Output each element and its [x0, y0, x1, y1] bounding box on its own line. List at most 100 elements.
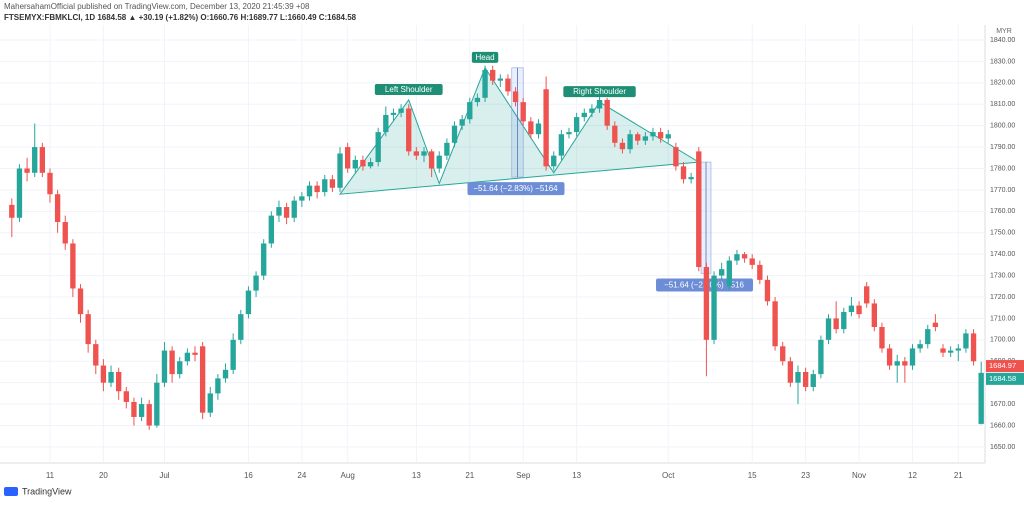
candle-body [352, 159, 358, 169]
y-tick-label: 1740.00 [990, 251, 1015, 258]
candle-body [505, 78, 511, 92]
candle-body [612, 125, 618, 143]
candle-body [589, 108, 595, 113]
candle-body [375, 132, 381, 163]
x-tick-label: 13 [412, 471, 421, 480]
candle-body [177, 361, 183, 375]
candle-body [543, 89, 549, 167]
candle-body [93, 344, 99, 366]
candle-body [291, 200, 297, 218]
candle-body [688, 177, 694, 180]
y-tick-label: 1670.00 [990, 401, 1015, 408]
candle-body [604, 99, 610, 126]
candle-body [70, 243, 76, 289]
y-tick-label: 1770.00 [990, 187, 1015, 194]
candle-body [680, 166, 687, 180]
candle-body [871, 303, 877, 327]
candle-body [9, 204, 15, 218]
candle-body [573, 117, 580, 133]
candle-body [749, 258, 755, 265]
candle-body [329, 179, 336, 188]
candle-body [894, 361, 900, 366]
candle-body [696, 151, 702, 268]
candle-body [642, 136, 649, 141]
candle-body [16, 168, 23, 218]
candle-body [54, 194, 61, 223]
candle-body [215, 378, 221, 394]
pattern-label-bg [471, 51, 499, 63]
y-tick-label: 1780.00 [990, 165, 1015, 172]
candle-body [551, 155, 557, 167]
y-tick-label: 1710.00 [990, 315, 1015, 322]
candle-body [474, 97, 481, 103]
candle-body [268, 215, 275, 244]
candle-body [841, 312, 847, 330]
candle-body [383, 114, 389, 133]
candle-body [718, 269, 725, 276]
candle-body [230, 339, 236, 370]
candle-body [520, 102, 526, 122]
candle-body [802, 371, 809, 387]
candle-body [490, 69, 496, 81]
pattern-label-bg [374, 83, 443, 95]
candle-body [47, 172, 53, 195]
candle-body [978, 372, 984, 424]
price-label: 1684.58 [989, 374, 1016, 383]
candle-body [512, 91, 519, 103]
candle-body [62, 222, 68, 244]
candle-body [131, 401, 137, 417]
candle-body [879, 326, 885, 349]
candle-body [253, 275, 259, 291]
candle-body [932, 322, 939, 327]
candle-body [108, 371, 114, 383]
candle-body [406, 108, 412, 152]
candle-body [925, 329, 931, 345]
publisher: MahersahamOfficial published on TradingV… [4, 2, 310, 11]
candle-body [100, 365, 107, 383]
candle-body [390, 112, 397, 115]
candle-body [24, 168, 30, 173]
x-tick-label: 16 [244, 471, 253, 480]
candle-body [856, 305, 862, 315]
candle-body [955, 348, 961, 351]
candle-body [619, 142, 626, 150]
candle-body [764, 279, 771, 302]
candle-body [238, 314, 244, 340]
candle-body [772, 301, 778, 347]
y-tick-label: 1830.00 [990, 58, 1015, 65]
y-tick-label: 1820.00 [990, 80, 1015, 87]
candle-body [917, 344, 923, 349]
candle-body [596, 99, 603, 109]
candle-body [581, 112, 587, 118]
candle-body [39, 147, 46, 173]
candle-body [627, 134, 633, 150]
x-tick-label: 20 [99, 471, 108, 480]
candle-body [459, 119, 465, 126]
candle-body [780, 346, 786, 362]
candle-body [650, 132, 656, 137]
x-tick-label: Nov [852, 471, 866, 480]
candle-body [795, 371, 801, 383]
measure-label: −51.64 (−2.83%) −5164 [473, 184, 558, 193]
candle-body [726, 260, 732, 287]
x-tick-label: 23 [801, 471, 810, 480]
candle-body [528, 121, 534, 135]
candle-body [283, 207, 290, 218]
pattern-label: Right Shoulder [573, 87, 626, 96]
y-tick-label: 1700.00 [990, 337, 1015, 344]
y-tick-label: 1720.00 [990, 294, 1015, 301]
candle-body [734, 254, 740, 261]
footer-brand: TradingView [22, 486, 72, 496]
x-tick-label: 21 [465, 471, 474, 480]
pattern-label-bg [563, 86, 636, 98]
candle-body [245, 290, 252, 315]
candle-body [146, 404, 152, 426]
candle-body [207, 393, 213, 413]
candle-body [154, 382, 160, 426]
candle-body [169, 350, 175, 375]
y-tick-label: 1730.00 [990, 272, 1015, 279]
candle-body [757, 264, 763, 280]
x-tick-label: 24 [297, 471, 306, 480]
candle-body [665, 134, 671, 139]
